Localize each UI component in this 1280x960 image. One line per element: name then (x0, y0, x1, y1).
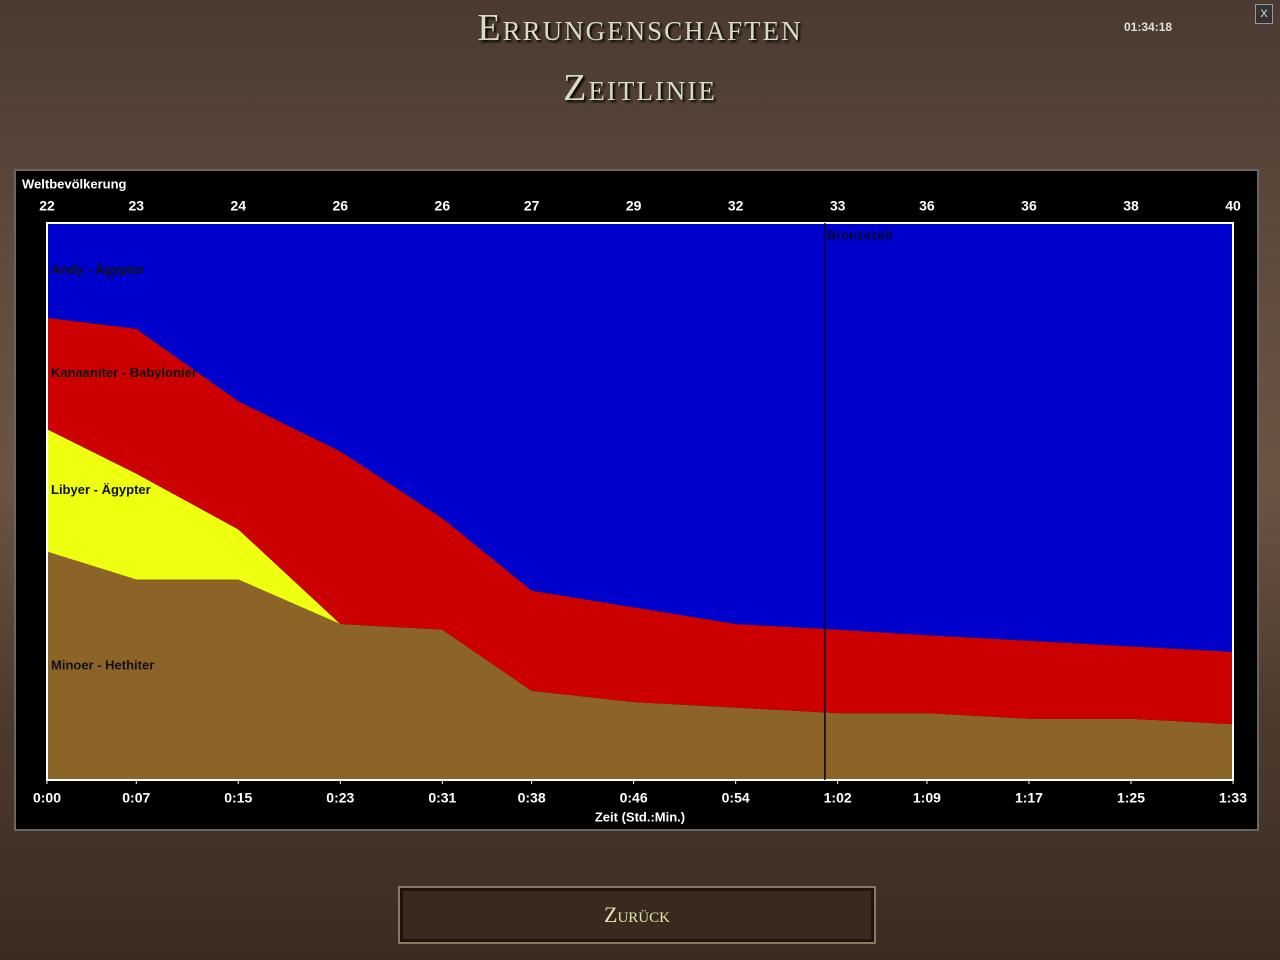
population-label: 32 (728, 198, 744, 214)
title: Errungenschaften (477, 7, 803, 49)
plot-border (46, 222, 1234, 781)
series-label: Kanaaniter - Babylonier (51, 365, 197, 380)
x-tick-label: 0:31 (428, 790, 456, 806)
population-label: 24 (231, 198, 247, 214)
population-label: 38 (1123, 198, 1139, 214)
event-label: Bronzezeit (827, 227, 893, 242)
clock: 01:34:18 (1124, 20, 1173, 34)
population-label: 22 (39, 198, 55, 214)
x-tick-label: 0:23 (326, 790, 354, 806)
series-label: Andy - Ägypter (51, 262, 144, 277)
x-tick-label: 0:38 (518, 790, 546, 806)
x-tick-label: 0:00 (33, 790, 61, 806)
population-label: 33 (830, 198, 846, 214)
x-tick-label: 1:02 (824, 790, 852, 806)
population-label: 29 (626, 198, 642, 214)
x-tick-label: 0:54 (722, 790, 750, 806)
population-label: 36 (1021, 198, 1037, 214)
area (47, 317, 1233, 725)
chart-panel (14, 169, 1259, 831)
x-tick-label: 0:46 (620, 790, 648, 806)
subtitle: Zeitlinie (563, 67, 717, 109)
x-tick-label: 0:07 (122, 790, 150, 806)
x-tick-label: 1:17 (1015, 790, 1043, 806)
population-label: 36 (919, 198, 935, 214)
population-label: 27 (524, 198, 540, 214)
x-tick-label: 0:15 (224, 790, 252, 806)
population-label: 26 (435, 198, 451, 214)
series-label: Libyer - Ägypter (51, 482, 151, 497)
x-axis-label: Zeit (Std.:Min.) (595, 809, 685, 824)
x-tick-label: 1:25 (1117, 790, 1145, 806)
area (47, 551, 1233, 780)
area (47, 429, 1233, 725)
population-title: Weltbevölkerung (22, 176, 127, 191)
area (47, 223, 1233, 652)
close-button[interactable]: X (1255, 4, 1273, 24)
x-tick-label: 1:09 (913, 790, 941, 806)
population-label: 40 (1225, 198, 1241, 214)
x-tick-label: 1:33 (1219, 790, 1247, 806)
population-label: 23 (128, 198, 144, 214)
series-label: Minoer - Hethiter (51, 657, 154, 672)
population-label: 26 (333, 198, 349, 214)
back-button[interactable]: Zurück (398, 886, 876, 944)
